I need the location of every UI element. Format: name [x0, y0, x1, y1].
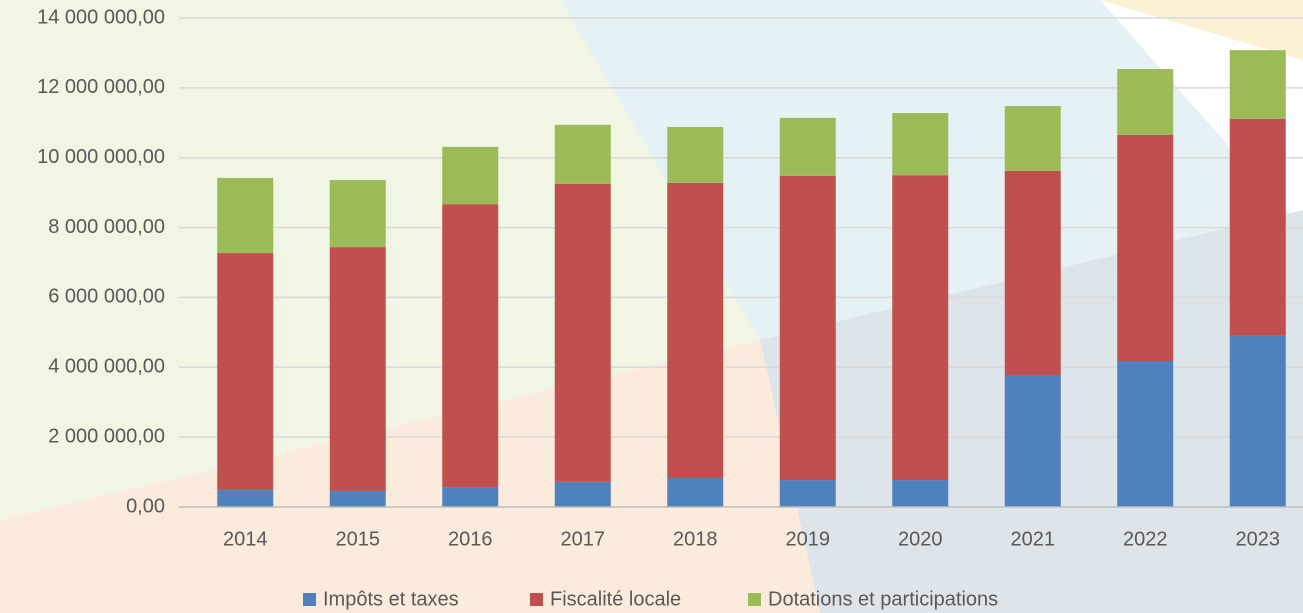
bar-segment [1230, 336, 1286, 507]
x-tick-label: 2021 [1011, 528, 1056, 550]
bar-segment [217, 490, 273, 507]
bar-segment [330, 180, 386, 247]
legend-swatch [748, 593, 761, 606]
bar-segment [667, 183, 723, 478]
x-tick-label: 2022 [1123, 528, 1168, 550]
y-tick-label: 8 000 000,00 [48, 216, 165, 238]
bar-segment [667, 478, 723, 507]
bar-segment [442, 487, 498, 507]
legend-label: Dotations et participations [768, 588, 998, 610]
bar-segment [1230, 119, 1286, 336]
chart: 0,00 2 000 000,00 4 000 000,00 6 000 000,00… [0, 0, 1303, 613]
x-tick-label: 2023 [1236, 528, 1281, 550]
x-tick-label: 2018 [673, 528, 718, 550]
y-tick-label: 6 000 000,00 [48, 286, 165, 308]
bar-segment [555, 125, 611, 184]
y-tick-label: 10 000 000,00 [37, 146, 165, 168]
x-tick-label: 2016 [448, 528, 493, 550]
y-tick-label: 12 000 000,00 [37, 76, 165, 98]
bar-segment [892, 113, 948, 175]
legend-swatch [303, 593, 316, 606]
bar-segment [1117, 69, 1173, 135]
bar-segment [555, 184, 611, 482]
bar-segment [892, 175, 948, 480]
background-decoration [0, 0, 1303, 613]
bar-segment [555, 482, 611, 507]
y-tick-label: 0,00 [126, 495, 165, 517]
bar-segment [1005, 375, 1061, 507]
bar-segment [1230, 50, 1286, 119]
bar-segment [217, 178, 273, 253]
bar-segment [780, 118, 836, 176]
bar-segment [217, 253, 273, 490]
legend-swatch [530, 593, 543, 606]
bar-segment [892, 480, 948, 507]
y-tick-label: 4 000 000,00 [48, 356, 165, 378]
bar-segment [442, 204, 498, 487]
bar-segment [1005, 171, 1061, 375]
bar-segment [780, 176, 836, 480]
x-tick-label: 2014 [223, 528, 268, 550]
x-tick-label: 2020 [898, 528, 943, 550]
y-tick-label: 2 000 000,00 [48, 425, 165, 447]
bar-segment [1117, 361, 1173, 507]
bar-segment [442, 147, 498, 204]
y-tick-label: 14 000 000,00 [37, 6, 165, 28]
bar-segment [330, 247, 386, 491]
bar-segment [1005, 106, 1061, 171]
legend-label: Fiscalité locale [550, 588, 681, 610]
bar-segment [1117, 135, 1173, 361]
x-tick-label: 2015 [336, 528, 381, 550]
bar-segment [780, 480, 836, 507]
bar-segment [330, 491, 386, 507]
x-tick-label: 2019 [786, 528, 831, 550]
bar-segment [667, 127, 723, 183]
legend-label: Impôts et taxes [323, 588, 459, 610]
x-tick-label: 2017 [561, 528, 606, 550]
